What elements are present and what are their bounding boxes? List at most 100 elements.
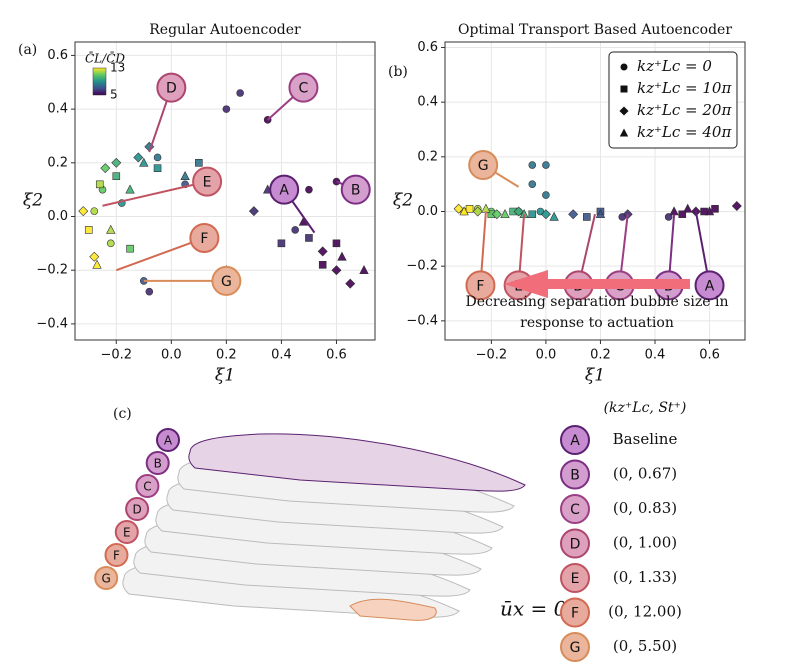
annotation-bubble (192, 166, 223, 197)
annotation-label: G (221, 274, 232, 290)
point (459, 206, 469, 216)
chart-title: Regular Autoencoder (149, 22, 301, 38)
legend-text: (0, 5.50) (613, 637, 677, 655)
airfoil (188, 433, 526, 492)
annotation-label: E (203, 175, 212, 191)
y-tick-label: −0.4 (406, 313, 438, 328)
y-tick-label: −0.2 (36, 263, 68, 278)
point (465, 204, 474, 213)
letter: B (154, 457, 162, 471)
plot-frame (444, 41, 746, 341)
legend-header: (kz⁺Lc, St⁺) (604, 400, 687, 416)
point (139, 157, 149, 167)
point (145, 287, 154, 296)
point (78, 206, 89, 217)
letter-bubble (125, 497, 150, 521)
annotation-label: C (299, 81, 309, 97)
annotation-label: A (705, 278, 715, 294)
scatter-chart: Regular Autoencoder (a) −0.2 0.0 0.2 0.4 0.6 −0… (18, 22, 376, 386)
panel-label: (b) (388, 64, 408, 80)
letter: F (113, 549, 120, 563)
point (359, 264, 369, 274)
legend-letter: D (570, 537, 581, 553)
annotation-line (102, 180, 208, 207)
legend-marker (620, 63, 628, 71)
y-tick-label: 0.2 (47, 155, 68, 170)
letter-bubble (104, 543, 129, 567)
point (731, 201, 742, 212)
letter: G (102, 572, 111, 586)
chart-title: Optimal Transport Based Autoencoder (458, 22, 732, 38)
point (583, 213, 591, 221)
point (106, 239, 115, 248)
panel-label: (c) (113, 406, 132, 422)
annotation-label: F (476, 278, 484, 294)
legend-marker (619, 128, 629, 137)
annotation-bubble (269, 174, 300, 205)
x-tick-label: 0.0 (536, 348, 557, 363)
x-tick-label: 0.0 (161, 348, 182, 363)
legend-bubble (560, 459, 590, 490)
point (112, 172, 121, 181)
point (291, 226, 299, 234)
colorbar-tick: 13 (110, 61, 125, 75)
legend-text: (0, 0.67) (613, 465, 677, 483)
arrow-text: response to actuation (520, 315, 674, 331)
legend-text: (0, 12.00) (608, 603, 682, 621)
point (317, 246, 328, 257)
legend-letter: F (571, 606, 579, 622)
x-axis-label: ξ1 (215, 366, 235, 386)
legend-entry: kz⁺Lc = 0 (637, 57, 712, 75)
legend-letter: B (570, 468, 580, 484)
legend-entry: kz⁺Lc = 10π (637, 79, 732, 97)
point (236, 89, 244, 97)
airfoil-shape (188, 433, 526, 492)
point (84, 226, 93, 234)
legend-bubble (560, 632, 590, 662)
point (513, 206, 524, 217)
x-tick-label: 0.2 (216, 348, 237, 363)
point (305, 234, 313, 242)
panel-label: (a) (18, 42, 37, 58)
point (222, 105, 231, 113)
legend-text: (0, 1.00) (613, 534, 677, 552)
annotation-label: G (478, 158, 489, 174)
y-tick-label: −0.4 (36, 316, 68, 331)
letter-bubble (94, 566, 119, 590)
separation-bubble (349, 598, 437, 621)
legend-marker (619, 106, 629, 116)
point (509, 207, 517, 216)
legend-text: (0, 1.33) (613, 568, 677, 586)
x-tick-label: −0.2 (476, 348, 508, 363)
annotation-bubble (156, 72, 187, 103)
legend-bubble (560, 597, 590, 628)
legend-text: (0, 0.83) (613, 499, 677, 517)
y-axis-label: ξ2 (23, 191, 43, 211)
legend-text: Baseline (613, 430, 678, 448)
scatter-panels: Regular Autoencoder (a) −0.2 0.0 0.2 0.4 0.6 −0… (18, 22, 746, 386)
point (704, 206, 715, 216)
annotation-bubble (340, 174, 371, 205)
point (92, 259, 102, 269)
legend-entry: kz⁺Lc = 20π (637, 101, 732, 119)
y-axis-label: ξ2 (393, 191, 413, 211)
point (332, 239, 341, 248)
annotation-bubble (288, 72, 319, 103)
legend-marker (620, 85, 628, 93)
point (331, 265, 342, 276)
legend-bubble (560, 494, 590, 524)
point (248, 206, 259, 217)
legend-entry: kz⁺Lc = 40π (637, 123, 732, 141)
x-tick-label: 0.4 (271, 348, 292, 363)
colorbar-label: C̄L/C̄D (85, 50, 125, 65)
point (669, 206, 679, 216)
legend-bubble (560, 425, 590, 455)
colorbar-tick: 5 (110, 88, 118, 102)
point (180, 171, 190, 181)
point (153, 153, 162, 162)
legend-box (608, 51, 738, 149)
y-tick-label: 0.0 (417, 204, 438, 219)
point (540, 209, 551, 220)
annotation-bubble (211, 265, 242, 296)
